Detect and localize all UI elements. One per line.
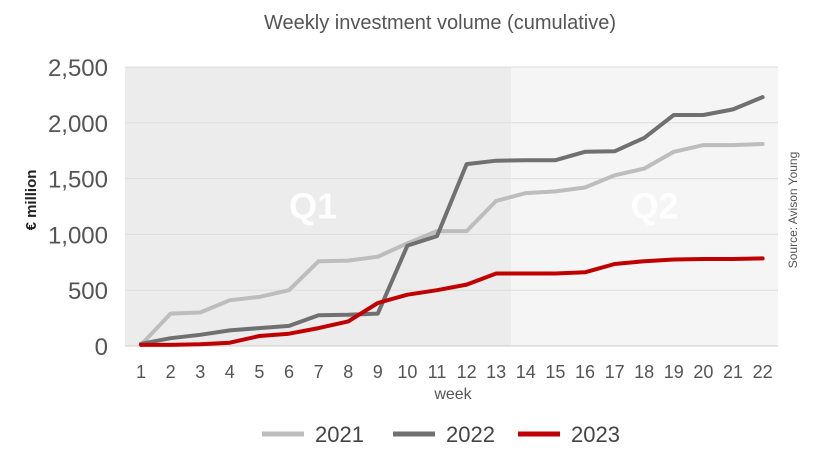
region-label-q1: Q1 — [289, 186, 337, 227]
x-tick-labels: 1 2 3 4 5 6 7 8 9 10 11 12 13 14 15 16 17 18 19 20 21 22 — [136, 362, 773, 382]
y-tick-label: 1,000 — [48, 222, 108, 249]
series-lines — [139, 95, 765, 347]
x-tick-label: 11 — [428, 362, 447, 382]
y-tick-label: 2,500 — [48, 55, 108, 82]
x-tick-label: 8 — [343, 362, 353, 382]
x-tick-label: 15 — [545, 362, 565, 382]
x-tick-label: 18 — [634, 362, 654, 382]
y-tick-label: 1,500 — [48, 167, 108, 194]
x-tick-label: 10 — [397, 362, 417, 382]
legend-label-2021: 2021 — [315, 422, 364, 447]
series-line-2021 — [139, 142, 765, 347]
region-q1 — [125, 67, 511, 346]
y-tick-label: 500 — [68, 278, 108, 305]
y-tick-label: 0 — [95, 334, 108, 361]
x-tick-label: 22 — [753, 362, 773, 382]
chart-title: Weekly investment volume (cumulative) — [264, 12, 616, 34]
legend-label-2023: 2023 — [571, 422, 620, 447]
x-tick-label: 21 — [723, 362, 743, 382]
x-tick-label: 1 — [136, 362, 146, 382]
x-tick-label: 12 — [457, 362, 477, 382]
quarter-regions — [125, 67, 778, 346]
x-tick-label: 9 — [373, 362, 383, 382]
x-tick-label: 6 — [284, 362, 294, 382]
x-tick-label: 5 — [254, 362, 264, 382]
x-tick-label: 16 — [575, 362, 595, 382]
x-tick-label: 20 — [693, 362, 713, 382]
legend: 2021 2022 2023 — [262, 422, 620, 447]
x-tick-label: 19 — [664, 362, 684, 382]
x-tick-label: 3 — [195, 362, 205, 382]
legend-label-2022: 2022 — [446, 422, 495, 447]
grid-lines — [125, 66, 778, 347]
x-tick-label: 14 — [516, 362, 536, 382]
series-line-2023 — [139, 256, 765, 347]
series-line-2022 — [139, 95, 765, 346]
region-q2 — [511, 67, 778, 346]
x-tick-label: 17 — [605, 362, 625, 382]
x-tick-label: 2 — [166, 362, 176, 382]
region-label-q2: Q2 — [630, 186, 678, 227]
x-axis-label: week — [433, 386, 472, 403]
y-axis-label: € million — [23, 170, 40, 231]
x-tick-label: 4 — [225, 362, 235, 382]
source-note: Source: Avison Young — [786, 152, 800, 269]
y-tick-label: 2,000 — [48, 111, 108, 138]
y-tick-labels: 0 500 1,000 1,500 2,000 2,500 — [48, 55, 108, 361]
x-tick-label: 7 — [314, 362, 324, 382]
quarter-labels: Q1 Q2 — [289, 186, 679, 227]
x-tick-label: 13 — [486, 362, 506, 382]
